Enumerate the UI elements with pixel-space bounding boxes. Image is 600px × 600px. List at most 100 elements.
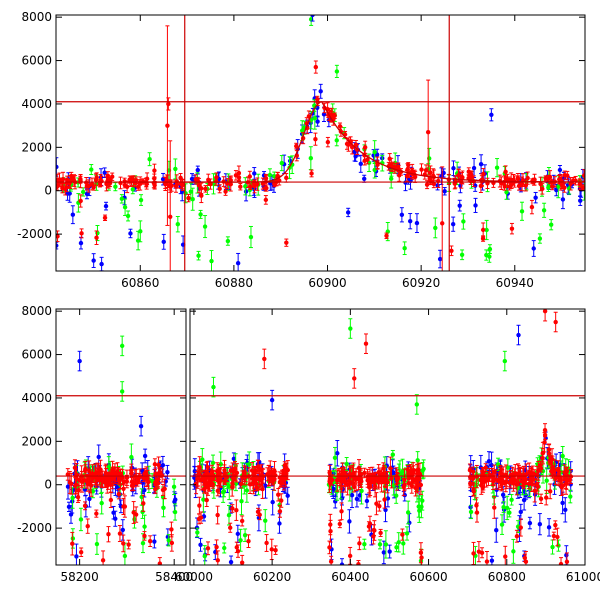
bottom-point-green-78 (404, 526, 410, 541)
top-point-red-229 (392, 163, 397, 174)
bottom-point-blue-3-marker (564, 553, 569, 558)
bottom-point-green-71 (362, 538, 367, 550)
bottom-point-green-117 (511, 538, 516, 564)
top-point-green-63-marker (80, 189, 86, 195)
bottom-point-blue-113-marker (489, 462, 494, 468)
top-point-red-114-marker (199, 186, 204, 191)
top-point-red-208-marker (60, 186, 65, 191)
bottom-point-green-144-marker (416, 504, 421, 509)
top-point-blue-29-marker (451, 166, 456, 171)
bottom-point-green-141-marker (238, 538, 243, 543)
top-point-green-3-marker (175, 222, 181, 227)
top-point-blue-31-marker (437, 256, 443, 262)
top-point-green-59 (135, 230, 141, 251)
bottom-point-blue-108 (270, 488, 275, 516)
top-point-blue-48-marker (478, 161, 484, 167)
top-point-red-88 (449, 245, 454, 257)
top-highlight-point-1-marker (310, 15, 315, 18)
top-point-green-51 (519, 201, 525, 221)
bottom-point-green-101-marker (161, 505, 166, 510)
bottom-point-red-357 (82, 501, 88, 511)
bottom-point-green-114-marker (244, 488, 250, 493)
bottom-point-red-4-marker (503, 554, 508, 559)
top-point-green-38 (125, 210, 131, 222)
bottom-point-blue-46-marker (113, 516, 118, 521)
top-point-red-10 (568, 177, 573, 191)
bottom-point-green-59-marker (332, 455, 338, 460)
top-point-green-43 (484, 249, 489, 261)
top-point-blue-100 (557, 164, 563, 176)
bottom-point-red-496 (96, 463, 101, 483)
bottom-point-red-243 (85, 518, 90, 534)
top-point-red-203 (503, 165, 508, 179)
bottom-point-blue-148-marker (354, 496, 360, 502)
top-point-blue-101-marker (195, 167, 200, 173)
bottom-point-blue-192-marker (563, 507, 568, 513)
bottom-point-green-144 (416, 495, 421, 518)
top-point-blue-35-marker (128, 231, 133, 236)
bottom-point-red-172 (70, 531, 75, 556)
top-point-green-28-marker (225, 238, 231, 244)
bottom-point-blue-99-marker (383, 507, 388, 513)
bottom-point-red-413 (129, 480, 135, 491)
bottom-point-green-158-marker (415, 458, 420, 463)
top-point-green-3 (175, 216, 181, 233)
top-point-green-50 (494, 158, 500, 178)
bottom-point-red-218 (116, 488, 122, 500)
top-point-red-243-marker (206, 177, 211, 182)
top-point-blue-51-marker (102, 170, 107, 175)
bottom-point-red-394-marker (103, 470, 108, 476)
top-point-blue-7 (70, 205, 76, 225)
top-point-green-22 (546, 183, 551, 192)
bottom-point-blue-204-marker (65, 484, 71, 489)
bottom-point-blue-112 (494, 517, 499, 543)
top-point-red-55-marker (309, 171, 314, 176)
bottom-point-green-108 (417, 498, 422, 523)
bottom-point-blue-80 (486, 451, 492, 472)
top-point-green-50-marker (494, 165, 500, 170)
top-point-red-194 (124, 180, 130, 194)
bottom-point-red-446 (152, 458, 158, 471)
bottom-point-blue-36 (387, 544, 392, 559)
bottom-point-green-70 (394, 542, 399, 553)
top-point-red-190 (540, 183, 545, 195)
bottom-point-blue-47-marker (165, 469, 170, 475)
top-point-red-252 (60, 171, 66, 187)
bottom-point-green-122 (421, 459, 426, 479)
top-point-red-115-marker (248, 184, 253, 189)
top-point-red-205-marker (315, 97, 320, 102)
bottom-point-green-45-marker (140, 509, 145, 515)
top-point-blue-7-marker (70, 212, 76, 217)
bottom-point-green-103 (242, 528, 248, 542)
top-point-red-226 (245, 176, 251, 189)
bottom-point-blue-91-marker (263, 483, 268, 489)
top-point-red-25 (313, 132, 318, 146)
bottom-point-blue-139 (537, 513, 543, 536)
top-point-red-194-marker (124, 184, 130, 189)
top-point-red-251-marker (337, 124, 343, 129)
top-point-blue-43-marker (243, 189, 249, 194)
bottom-point-blue-193-marker (74, 554, 79, 559)
top-point-blue-106-marker (91, 258, 96, 263)
bottom-point-green-122-marker (421, 466, 426, 472)
bottom-point-blue-155-marker (500, 492, 506, 498)
top-point-green-21-marker (138, 229, 143, 234)
bottom-point-blue-187 (165, 528, 171, 546)
top-point-green-44 (202, 215, 208, 239)
top-ytick-label-0: 0 (44, 184, 52, 198)
top-point-blue-22 (442, 187, 447, 196)
top-point-red-238 (233, 170, 239, 181)
top-point-red-209-marker (263, 185, 268, 191)
top-point-red-199-marker (91, 184, 96, 190)
top-point-red-112 (255, 177, 260, 191)
bottom-point-green-75 (263, 509, 268, 533)
top-point-green-25-marker (556, 184, 561, 189)
top-point-red-239 (410, 163, 415, 178)
top-point-green-62-marker (122, 205, 128, 210)
top-point-red-201 (163, 177, 168, 191)
bottom-data-layer-1 (190, 309, 585, 565)
top-point-red-166-marker (238, 184, 243, 189)
bottom-point-red-176-marker (169, 540, 175, 546)
top-point-red-215-marker (133, 177, 139, 183)
bottom-point-blue-55 (152, 534, 157, 549)
